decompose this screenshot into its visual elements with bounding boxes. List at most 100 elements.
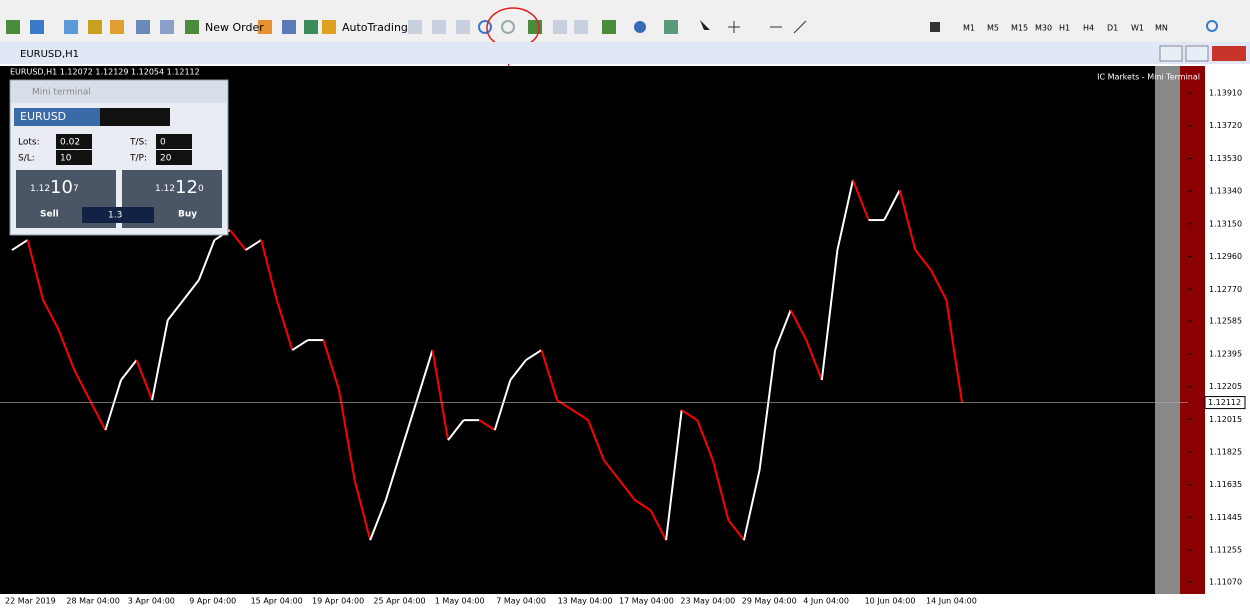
x-tick-label: 4 Jun 04:00 bbox=[803, 597, 849, 606]
timeframe-button[interactable]: H1 bbox=[1059, 24, 1070, 33]
price-segment bbox=[618, 479, 636, 501]
y-tick-label: 1.12205 bbox=[1209, 382, 1242, 391]
y-tick-label: 1.13910 bbox=[1209, 89, 1242, 98]
ts-label: T/S: bbox=[129, 138, 147, 148]
price-segment bbox=[42, 299, 60, 331]
auto-trading-button[interactable]: AutoTrading bbox=[342, 21, 408, 34]
x-tick-label: 17 May 04:00 bbox=[619, 597, 674, 606]
price-segment bbox=[73, 369, 91, 401]
price-segment bbox=[820, 249, 839, 381]
x-tick-label: 25 Apr 04:00 bbox=[373, 597, 425, 606]
x-tick-label: 28 Mar 04:00 bbox=[66, 597, 119, 606]
current-price-label: 1.12112 bbox=[1208, 398, 1241, 407]
price-segment bbox=[852, 179, 870, 221]
price-segment bbox=[245, 239, 262, 251]
price-segment bbox=[898, 189, 917, 251]
price-segment bbox=[572, 409, 589, 421]
timeframe-button[interactable]: M1 bbox=[963, 24, 975, 33]
y-tick-label: 1.12585 bbox=[1209, 317, 1242, 326]
price-segment bbox=[151, 319, 169, 401]
x-tick-label: 19 Apr 04:00 bbox=[312, 597, 364, 606]
lots-input[interactable]: 0.02 bbox=[60, 138, 80, 148]
timeframe-button[interactable]: M30 bbox=[1035, 24, 1052, 33]
timeframe-button[interactable]: M15 bbox=[1011, 24, 1028, 33]
y-tick-label: 1.13720 bbox=[1209, 121, 1242, 130]
price-segment bbox=[400, 399, 418, 451]
x-tick-label: 1 May 04:00 bbox=[435, 597, 485, 606]
timeframe-button[interactable]: M5 bbox=[987, 24, 999, 33]
price-segment bbox=[415, 349, 434, 401]
spread: 1.3 bbox=[108, 211, 122, 221]
mini-terminal[interactable]: Mini terminal EURUSD Lots: 0.02 T/S: 0 S… bbox=[9, 79, 229, 236]
sell-button[interactable]: Sell bbox=[40, 210, 59, 220]
price-segment bbox=[260, 239, 278, 301]
price-segment bbox=[11, 239, 29, 251]
price-segment bbox=[493, 379, 512, 431]
y-tick-label: 1.12770 bbox=[1209, 285, 1242, 294]
y-tick-label: 1.12395 bbox=[1209, 349, 1242, 358]
y-tick-label: 1.13530 bbox=[1209, 154, 1242, 163]
price-segment bbox=[509, 359, 527, 381]
sl-input[interactable]: 10 bbox=[60, 154, 72, 164]
price-segment bbox=[727, 519, 745, 541]
tp-label: T/P: bbox=[129, 154, 147, 164]
buy-price[interactable]: 1.12120 bbox=[155, 177, 204, 198]
chart-annotation: IC Markets - Mini Terminal bbox=[1097, 73, 1200, 82]
window-controls[interactable] bbox=[1159, 45, 1246, 62]
window-title: EURUSD,H1 bbox=[20, 49, 79, 60]
y-tick-label: 1.11445 bbox=[1209, 513, 1242, 522]
price-segment bbox=[836, 179, 854, 251]
price-segment bbox=[914, 249, 932, 271]
chart-title: EURUSD,H1 1.12072 1.12129 1.12054 1.1211… bbox=[10, 68, 200, 77]
price-segment bbox=[197, 239, 216, 281]
price-segment bbox=[275, 299, 294, 351]
price-segment bbox=[384, 449, 403, 501]
window-titlebar bbox=[0, 42, 1250, 64]
lots-label: Lots: bbox=[18, 138, 40, 148]
price-segment bbox=[634, 499, 652, 512]
timeframe-button[interactable]: MN bbox=[1155, 24, 1168, 33]
symbol[interactable]: EURUSD bbox=[20, 110, 66, 123]
y-tick-label: 1.11825 bbox=[1209, 448, 1242, 457]
y-tick-label: 1.12015 bbox=[1209, 415, 1242, 424]
price-segment bbox=[88, 399, 107, 431]
price-segment bbox=[322, 339, 341, 391]
timeframe-button[interactable]: H4 bbox=[1083, 24, 1094, 33]
timeframe-button[interactable]: D1 bbox=[1107, 24, 1118, 33]
price-segment bbox=[774, 309, 792, 351]
tp-input[interactable]: 20 bbox=[160, 154, 172, 164]
x-tick-label: 14 Jun 04:00 bbox=[926, 597, 977, 606]
price-segment bbox=[805, 339, 823, 381]
terminal-strip-red bbox=[1180, 66, 1205, 594]
y-tick-label: 1.11070 bbox=[1209, 578, 1242, 587]
ts-input[interactable]: 0 bbox=[160, 138, 166, 148]
x-tick-label: 10 Jun 04:00 bbox=[865, 597, 916, 606]
price-segment bbox=[338, 390, 356, 481]
toolbar bbox=[0, 0, 1250, 42]
x-tick-label: 29 May 04:00 bbox=[742, 597, 797, 606]
y-tick-label: 1.11255 bbox=[1209, 546, 1242, 555]
x-tick-label: 13 May 04:00 bbox=[558, 597, 613, 606]
price-segment bbox=[57, 329, 76, 371]
price-segment bbox=[353, 479, 372, 541]
price-segment bbox=[229, 229, 247, 251]
price-segment bbox=[711, 459, 730, 521]
price-segment bbox=[369, 499, 387, 541]
y-tick-label: 1.13150 bbox=[1209, 219, 1242, 228]
buy-button[interactable]: Buy bbox=[178, 210, 197, 220]
price-segment bbox=[291, 339, 309, 351]
price-segment bbox=[929, 269, 948, 301]
y-tick-label: 1.12960 bbox=[1209, 252, 1242, 261]
sell-price[interactable]: 1.12107 bbox=[30, 177, 79, 198]
terminal-strip bbox=[1155, 66, 1180, 594]
y-tick-label: 1.11635 bbox=[1209, 480, 1242, 489]
x-tick-label: 22 Mar 2019 bbox=[5, 597, 56, 606]
timeframe-button[interactable]: W1 bbox=[1131, 24, 1144, 33]
new-order-button[interactable]: New Order bbox=[205, 21, 264, 34]
price-segment bbox=[587, 419, 605, 461]
price-segment bbox=[182, 279, 200, 301]
toolbar-icons bbox=[6, 20, 1218, 34]
price-segment bbox=[883, 189, 901, 221]
x-tick-label: 9 Apr 04:00 bbox=[189, 597, 236, 606]
price-segment bbox=[665, 410, 683, 541]
